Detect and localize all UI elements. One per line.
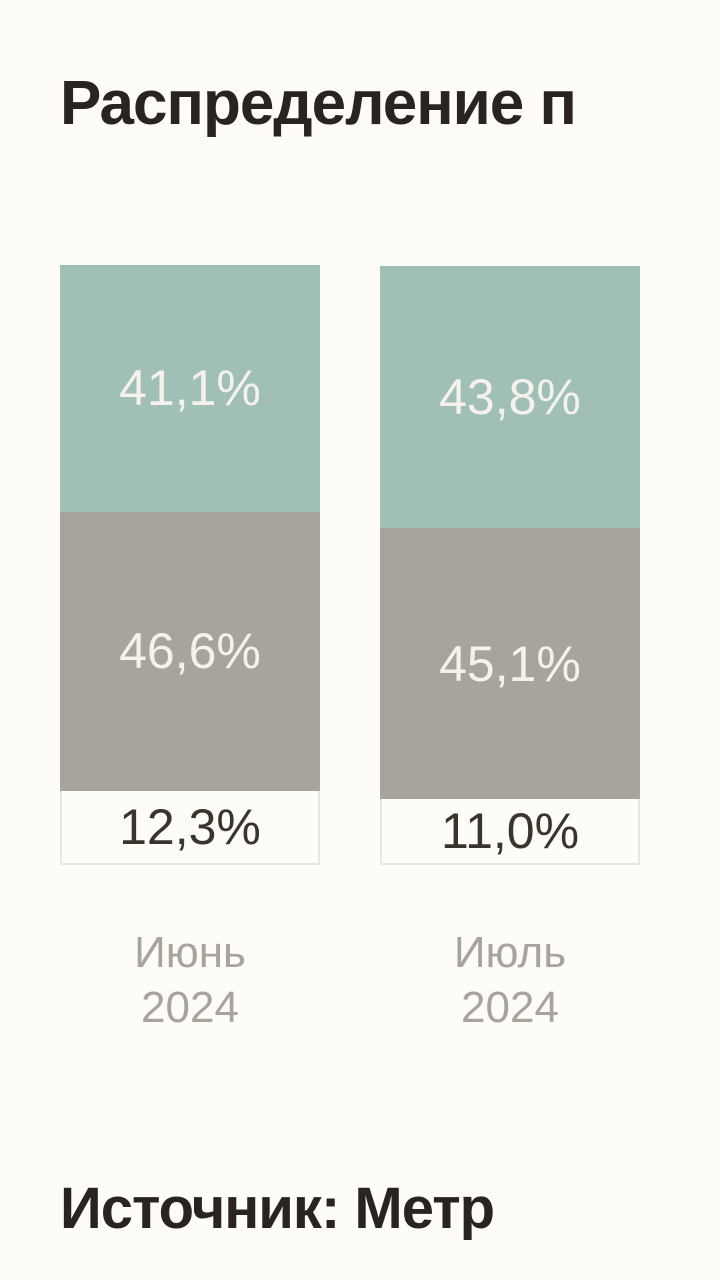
chart-area: 41,1%46,6%12,3%Июнь202443,8%45,1%11,0%Ию… <box>60 265 640 1035</box>
stacked-bar: 43,8% 45,1% 11,0% <box>380 265 640 865</box>
segment-value-label: 46,6% <box>119 622 261 680</box>
segment-value-label: 41,1% <box>119 359 261 417</box>
source-line: Источник: Метр <box>60 1175 494 1242</box>
bar-column: 43,8% 45,1% 11,0% Июль2024 <box>380 265 640 1035</box>
category-label: Июль2024 <box>454 925 566 1035</box>
bar-segment-middle: 46,6% <box>60 512 320 792</box>
category-line2: 2024 <box>134 980 246 1035</box>
bar-segment-middle: 45,1% <box>380 528 640 799</box>
category-line2: 2024 <box>454 980 566 1035</box>
bar-segment-top: 41,1% <box>60 265 320 512</box>
bar-column: 41,1% 46,6% 12,3% Июнь2024 <box>60 265 320 1035</box>
stacked-bar: 41,1% 46,6% 12,3% <box>60 265 320 865</box>
category-line1: Июнь <box>134 925 246 980</box>
segment-value-label: 11,0% <box>441 802 579 860</box>
bar-segment-bottom: 11,0% <box>380 799 640 865</box>
bar-segment-bottom: 12,3% <box>60 791 320 865</box>
category-line1: Июль <box>454 925 566 980</box>
chart-title: Распределение п <box>60 68 576 139</box>
segment-value-label: 12,3% <box>119 798 261 856</box>
bar-segment-top: 43,8% <box>380 266 640 529</box>
segment-value-label: 45,1% <box>439 635 581 693</box>
page: Распределение п 41,1%46,6%12,3%Июнь20244… <box>0 0 720 1280</box>
segment-value-label: 43,8% <box>439 368 581 426</box>
category-label: Июнь2024 <box>134 925 246 1035</box>
